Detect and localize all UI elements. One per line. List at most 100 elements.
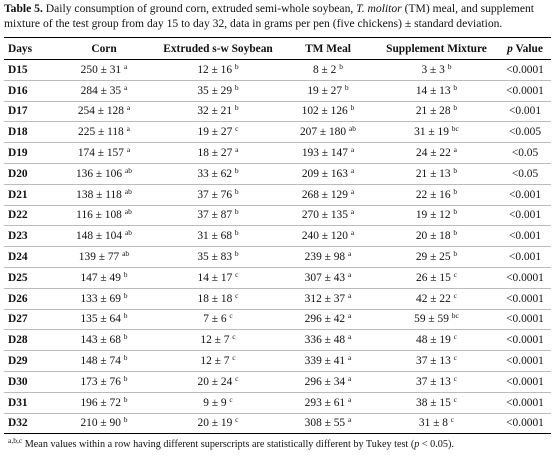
cell-value: 48 ± 19 [416,334,451,347]
caption-text: (TM) meal, and supplement mixture of the… [4,2,535,30]
cell-value: 148 ± 104 [75,230,123,243]
cell-superscript: b [234,207,239,217]
cell-value: 138 ± 118 [76,188,122,201]
cell-superscript: b [447,61,452,71]
cell-superscript: c [229,311,233,321]
cell-value: 3 ± 3 [421,63,445,76]
cell-value: 336 ± 48 [304,334,346,347]
cell-value: 24 ± 22 [416,147,451,160]
cell-value: 21 ± 28 [415,105,451,118]
table-cell: 240 ± 120 a [282,226,374,247]
table-row: D16 284 ± 35 a 35 ± 29 b 19 ± 27 b 14 ± 13 b… [4,80,551,102]
table-cell: 136 ± 106 ab [54,163,154,184]
table-cell: 308 ± 55 a [282,413,374,434]
table-cell: 18 ± 18 c [154,288,282,309]
table-cell: D17 [8,105,28,118]
column-header: Extruded s-w Soybean [163,42,273,55]
table-cell: 138 ± 118 ab [54,184,154,205]
table-cell: D15 [8,63,28,76]
cell-superscript: a [347,373,352,383]
cell-value: 42 ± 22 [416,292,451,305]
cell-value: 8 ± 2 [313,63,337,76]
header-italic: p [507,42,513,55]
cell-superscript: b [234,61,239,71]
cell-superscript: b [234,165,239,175]
cell-value: 312 ± 37 [304,292,346,305]
cell-superscript: b [234,228,239,238]
table-cell: 31 ± 8 c [374,413,499,434]
table-cell: 193 ± 147 a [282,143,374,164]
table-cell: 336 ± 48 a [282,330,374,351]
cell-value: 37 ± 87 [197,209,233,222]
cell-value: 254 ± 128 [77,105,124,118]
cell-superscript: a [347,290,352,300]
footnote-text: < 0.05). [419,439,454,451]
table-cell: 296 ± 34 a [282,371,374,392]
cell-value: 193 ± 147 [301,147,348,160]
table-cell: <0.001 [508,188,542,201]
table-cell: <0.0001 [506,84,544,97]
cell-superscript: a [347,332,352,342]
cell-superscript: b [234,103,239,113]
cell-superscript: ab [124,186,132,196]
table-row: D20 136 ± 106 ab 33 ± 62 b 209 ± 163 a 21 ± … [4,163,551,185]
footnote-sup: a,b,c [8,436,23,446]
cell-superscript: c [235,124,239,134]
table-cell: <0.0001 [506,313,544,326]
cell-value: 143 ± 68 [80,334,121,347]
table-cell: 14 ± 13 b [374,80,499,101]
cell-value: 9 ± 9 [203,396,227,409]
table-cell: 32 ± 21 b [154,101,282,122]
caption-text: Daily consumption of ground corn, extrud… [42,2,357,15]
cell-superscript: b [234,82,239,92]
table-cell: 135 ± 64 b [54,309,154,330]
cell-superscript: a [126,145,131,155]
cell-value: 37 ± 76 [197,188,233,201]
cell-value: 35 ± 29 [197,84,233,97]
table-cell: 21 ± 13 b [374,163,499,184]
table-cell: 33 ± 62 b [154,163,282,184]
table-cell: D23 [8,230,28,243]
cell-superscript: b [453,228,458,238]
table-cell: 37 ± 13 c [374,351,499,372]
table-row: D29 148 ± 74 b 12 ± 7 c 339 ± 41 a 37 ± 13 c… [4,351,551,372]
cell-value: 59 ± 59 [414,313,449,326]
cell-superscript: a [453,145,457,155]
table-cell: 37 ± 87 b [154,205,282,226]
table-cell: <0.05 [511,167,539,180]
table-cell: D30 [8,375,28,388]
table-cell: <0.0001 [506,396,544,409]
cell-value: 12 ± 16 [197,63,233,76]
cell-superscript: ab [124,228,133,238]
cell-superscript: c [453,290,457,300]
cell-superscript: c [453,394,457,404]
table-row: D24 139 ± 77 ab 35 ± 83 b 239 ± 98 a 29 ± 25… [4,247,551,268]
cell-superscript: ab [124,207,132,217]
cell-superscript: b [453,103,458,113]
cell-value: 293 ± 61 [304,396,346,409]
table-cell: 21 ± 28 b [374,101,499,122]
cell-superscript: c [235,415,239,425]
cell-value: 250 ± 31 [80,63,122,76]
cell-value: 207 ± 180 [299,126,347,139]
cell-superscript: a [235,145,239,155]
cell-superscript: b [453,82,458,92]
cell-value: 14 ± 13 [415,84,451,97]
table-cell: 59 ± 59 bc [374,309,499,330]
cell-value: 33 ± 62 [197,167,233,180]
cell-value: 22 ± 16 [415,188,451,201]
table-cell: <0.0001 [506,63,544,76]
cell-superscript: a [123,61,128,71]
cell-superscript: c [453,269,457,279]
table-cell: 37 ± 76 b [154,184,282,205]
cell-superscript: b [453,249,458,259]
column-header: Supplement Mixture [386,42,487,55]
table-cell: 35 ± 29 b [154,80,282,101]
cell-value: 173 ± 76 [80,375,121,388]
column-header: Days [8,42,33,55]
cell-superscript: a [347,311,352,321]
table-cell: D20 [8,167,28,180]
cell-value: 240 ± 120 [301,230,348,243]
